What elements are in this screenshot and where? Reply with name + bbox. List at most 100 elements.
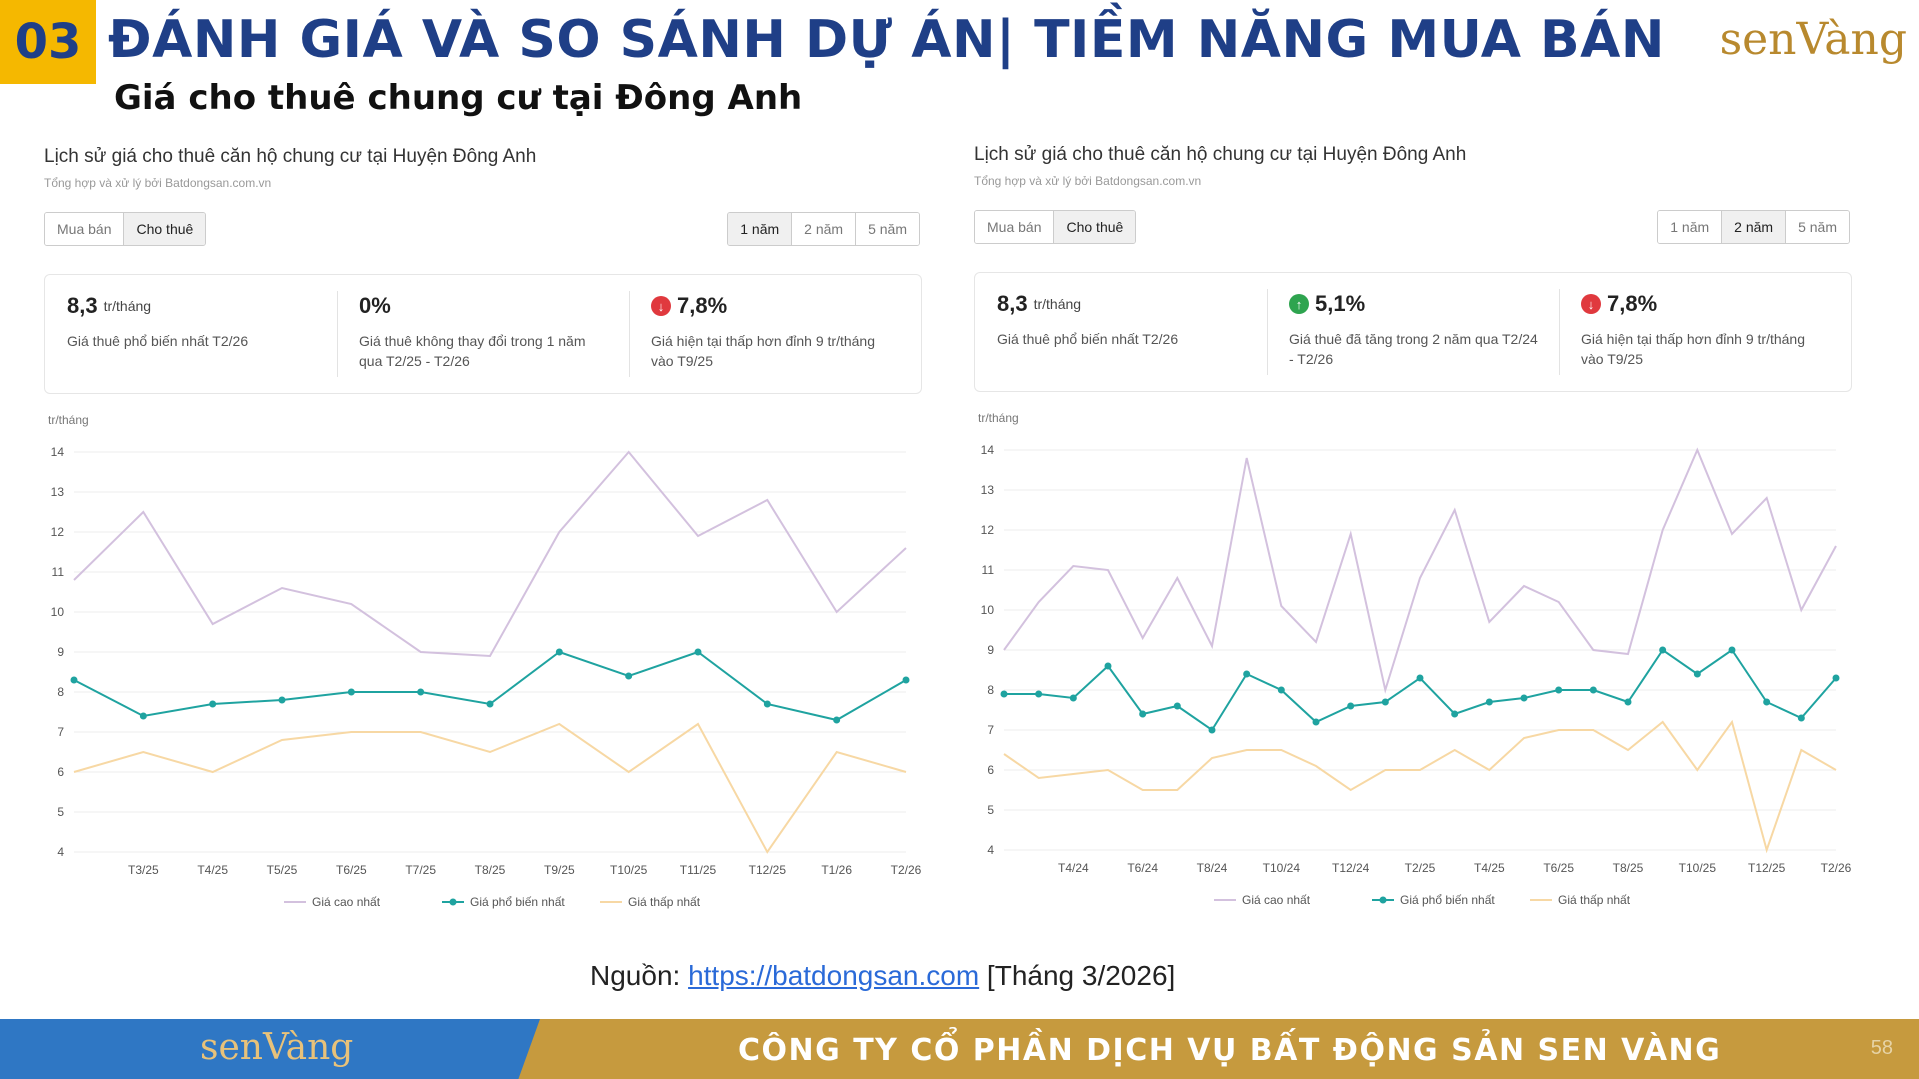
- y-tick-label: 7: [57, 725, 64, 739]
- data-point: [278, 696, 286, 704]
- y-tick-label: 12: [51, 525, 65, 539]
- y-tick-label: 11: [52, 565, 65, 579]
- panel-source: Tổng hợp và xử lý bởi Batdongsan.com.vn: [44, 176, 272, 190]
- data-point: [763, 700, 771, 708]
- period-1-nam[interactable]: 1 năm: [1658, 211, 1723, 243]
- data-point: [902, 676, 910, 684]
- data-point: [1104, 662, 1112, 670]
- footer-bar: senVàng CÔNG TY CỔ PHẦN DỊCH VỤ BẤT ĐỘNG…: [0, 1019, 1919, 1079]
- tab-mua-ban[interactable]: Mua bán: [975, 211, 1055, 243]
- arrow-down-icon: ↓: [1581, 294, 1601, 314]
- stat-unit: tr/tháng: [1033, 296, 1082, 312]
- stats-card: 8,3 tr/tháng Giá thuê phổ biến nhất T2/26…: [44, 274, 922, 394]
- data-point: [1139, 710, 1147, 718]
- data-point: [70, 676, 78, 684]
- tab-cho-thue[interactable]: Cho thuê: [124, 213, 206, 245]
- stat-vs-peak: ↓ 7,8% Giá hiện tại thấp hơn đỉnh 9 tr/th…: [1559, 273, 1851, 391]
- x-tick-label: T7/25: [405, 863, 436, 877]
- page-subtitle: Giá cho thuê chung cư tại Đông Anh: [114, 78, 803, 118]
- data-point: [486, 700, 494, 708]
- legend-marker: [449, 898, 457, 906]
- series-line: [73, 450, 907, 658]
- x-tick-label: T6/25: [336, 863, 367, 877]
- x-tick-label: T10/24: [1263, 861, 1301, 875]
- data-point: [1000, 690, 1008, 698]
- x-tick-label: T12/25: [1748, 861, 1786, 875]
- x-tick-label: T12/25: [749, 863, 787, 877]
- period-2-nam[interactable]: 2 năm: [792, 213, 857, 245]
- chart-panel-1yr: Lịch sử giá cho thuê căn hộ chung cư tại…: [44, 140, 924, 920]
- period-1-nam[interactable]: 1 năm: [728, 213, 793, 245]
- series-line: [73, 650, 907, 722]
- panel-title: Lịch sử giá cho thuê căn hộ chung cư tại…: [44, 146, 537, 167]
- stat-value: 8,3: [67, 293, 98, 318]
- x-tick-label: T8/24: [1197, 861, 1228, 875]
- data-point: [1451, 710, 1459, 718]
- stat-desc: Giá thuê đã tăng trong 2 năm qua T2/24 -…: [1289, 331, 1538, 367]
- y-tick-label: 4: [57, 845, 64, 859]
- data-point: [417, 688, 425, 696]
- legend-marker: [1379, 896, 1387, 904]
- data-point: [1624, 698, 1632, 706]
- data-point: [1797, 714, 1805, 722]
- source-link[interactable]: https://batdongsan.com: [688, 960, 980, 991]
- period-2-nam[interactable]: 2 năm: [1722, 211, 1787, 243]
- arrow-up-icon: ↑: [1289, 294, 1309, 314]
- stat-value: 7,8%: [1607, 291, 1658, 316]
- y-tick-label: 6: [57, 765, 64, 779]
- footer-logo: senVàng: [200, 1027, 354, 1068]
- y-tick-label: 12: [981, 523, 995, 537]
- source-prefix: Nguồn:: [590, 960, 689, 991]
- y-tick-label: 14: [51, 445, 65, 459]
- y-tick-label: 6: [987, 763, 994, 777]
- x-tick-label: T2/26: [891, 863, 922, 877]
- source-note: Nguồn: https://batdongsan.com [Tháng 3/2…: [590, 960, 1175, 992]
- stat-value: 5,1%: [1315, 291, 1366, 316]
- x-tick-label: T6/24: [1127, 861, 1158, 875]
- stat-desc: Giá thuê phổ biến nhất T2/26: [67, 333, 249, 349]
- x-tick-label: T2/26: [1821, 861, 1852, 875]
- period-5-nam[interactable]: 5 năm: [1786, 211, 1849, 243]
- legend-label: Giá thấp nhất: [628, 895, 701, 909]
- data-point: [1069, 694, 1077, 702]
- x-tick-label: T4/25: [1474, 861, 1505, 875]
- type-tabs: Mua bán Cho thuê: [974, 210, 1137, 244]
- y-tick-label: 11: [982, 563, 995, 577]
- stat-value: 8,3: [997, 291, 1028, 316]
- data-point: [1485, 698, 1493, 706]
- y-tick-label: 10: [51, 605, 65, 619]
- tab-mua-ban[interactable]: Mua bán: [45, 213, 125, 245]
- x-tick-label: T8/25: [1613, 861, 1644, 875]
- company-logo: senVàng: [1719, 14, 1907, 65]
- y-tick-label: 5: [987, 803, 994, 817]
- section-number: 03: [0, 0, 96, 84]
- y-tick-label: 9: [57, 645, 64, 659]
- page-number: 58: [1870, 1037, 1893, 1059]
- stat-desc: Giá hiện tại thấp hơn đỉnh 9 tr/tháng và…: [651, 333, 875, 369]
- x-tick-label: T4/24: [1058, 861, 1089, 875]
- type-tabs: Mua bán Cho thuê: [44, 212, 207, 246]
- data-point: [1832, 674, 1840, 682]
- data-point: [833, 716, 841, 724]
- y-axis-label: tr/tháng: [48, 413, 89, 427]
- legend-label: Giá phổ biến nhất: [1400, 893, 1495, 907]
- panel-title: Lịch sử giá cho thuê căn hộ chung cư tại…: [974, 144, 1467, 165]
- y-tick-label: 7: [987, 723, 994, 737]
- tab-cho-thue[interactable]: Cho thuê: [1054, 211, 1136, 243]
- data-point: [555, 648, 563, 656]
- stat-change: 0% Giá thuê không thay đổi trong 1 năm q…: [337, 275, 629, 393]
- legend-label: Giá thấp nhất: [1558, 893, 1631, 907]
- page-title: ĐÁNH GIÁ VÀ SO SÁNH DỰ ÁN| TIỀM NĂNG MUA…: [108, 10, 1665, 70]
- series-line: [1003, 719, 1837, 854]
- period-5-nam[interactable]: 5 năm: [856, 213, 919, 245]
- panel-source: Tổng hợp và xử lý bởi Batdongsan.com.vn: [974, 174, 1202, 188]
- data-point: [1520, 694, 1528, 702]
- x-tick-label: T3/25: [128, 863, 159, 877]
- x-tick-label: T6/25: [1543, 861, 1574, 875]
- data-point: [1555, 686, 1563, 694]
- footer-company-name: CÔNG TY CỔ PHẦN DỊCH VỤ BẤT ĐỘNG SẢN SEN…: [738, 1033, 1722, 1068]
- stats-card: 8,3 tr/tháng Giá thuê phổ biến nhất T2/26…: [974, 272, 1852, 392]
- source-suffix: [Tháng 3/2026]: [979, 960, 1176, 991]
- period-tabs: 1 năm 2 năm 5 năm: [727, 212, 920, 246]
- data-point: [139, 712, 147, 720]
